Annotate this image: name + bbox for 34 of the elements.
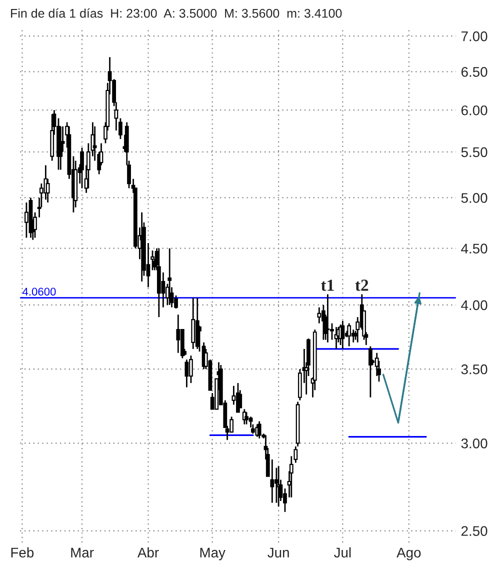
y-tick-label: 3.50 [461, 364, 488, 374]
annotation: t2 [355, 280, 368, 291]
candlestick [317, 306, 322, 324]
y-tick-label: 5.50 [461, 147, 488, 158]
x-tick-label: May [200, 548, 226, 560]
y-tick-label: 6.50 [461, 66, 488, 77]
y-tick-label: 4.50 [461, 244, 488, 254]
candlestick [24, 202, 28, 238]
y-tick-label: 5.00 [461, 193, 488, 203]
candlestick [326, 294, 330, 344]
candlestick [189, 354, 193, 384]
candlestick [184, 358, 189, 388]
annotation: t1 [321, 280, 334, 291]
x-tick-label: Abr [137, 547, 159, 558]
ref-line-label: 4.0600 [22, 288, 56, 296]
y-tick-label: 6.00 [461, 105, 488, 116]
candlestick [176, 314, 180, 354]
x-tick-label: Ago [396, 548, 421, 560]
y-tick-label: 3.00 [461, 438, 488, 448]
candlestick [244, 411, 248, 426]
candlestick [274, 467, 278, 504]
chart-title: Fin de día 1 días H: 23:00 A: 3.5000 M: 3.5600 m: 3.4100 [11, 8, 342, 18]
y-tick-label: 2.50 [461, 526, 488, 536]
candlestick [80, 146, 84, 189]
x-tick-label: Jun [268, 548, 289, 558]
candlestick [257, 420, 262, 440]
candlestick [340, 320, 345, 350]
x-tick-label: Feb [11, 547, 34, 558]
y-tick-label: 4.00 [461, 300, 488, 310]
x-tick-label: Jul [334, 547, 351, 558]
candlestick [191, 297, 196, 350]
x-tick-label: Mar [71, 548, 94, 558]
candlestick [168, 248, 172, 306]
y-tick-label: 7.00 [461, 31, 488, 42]
